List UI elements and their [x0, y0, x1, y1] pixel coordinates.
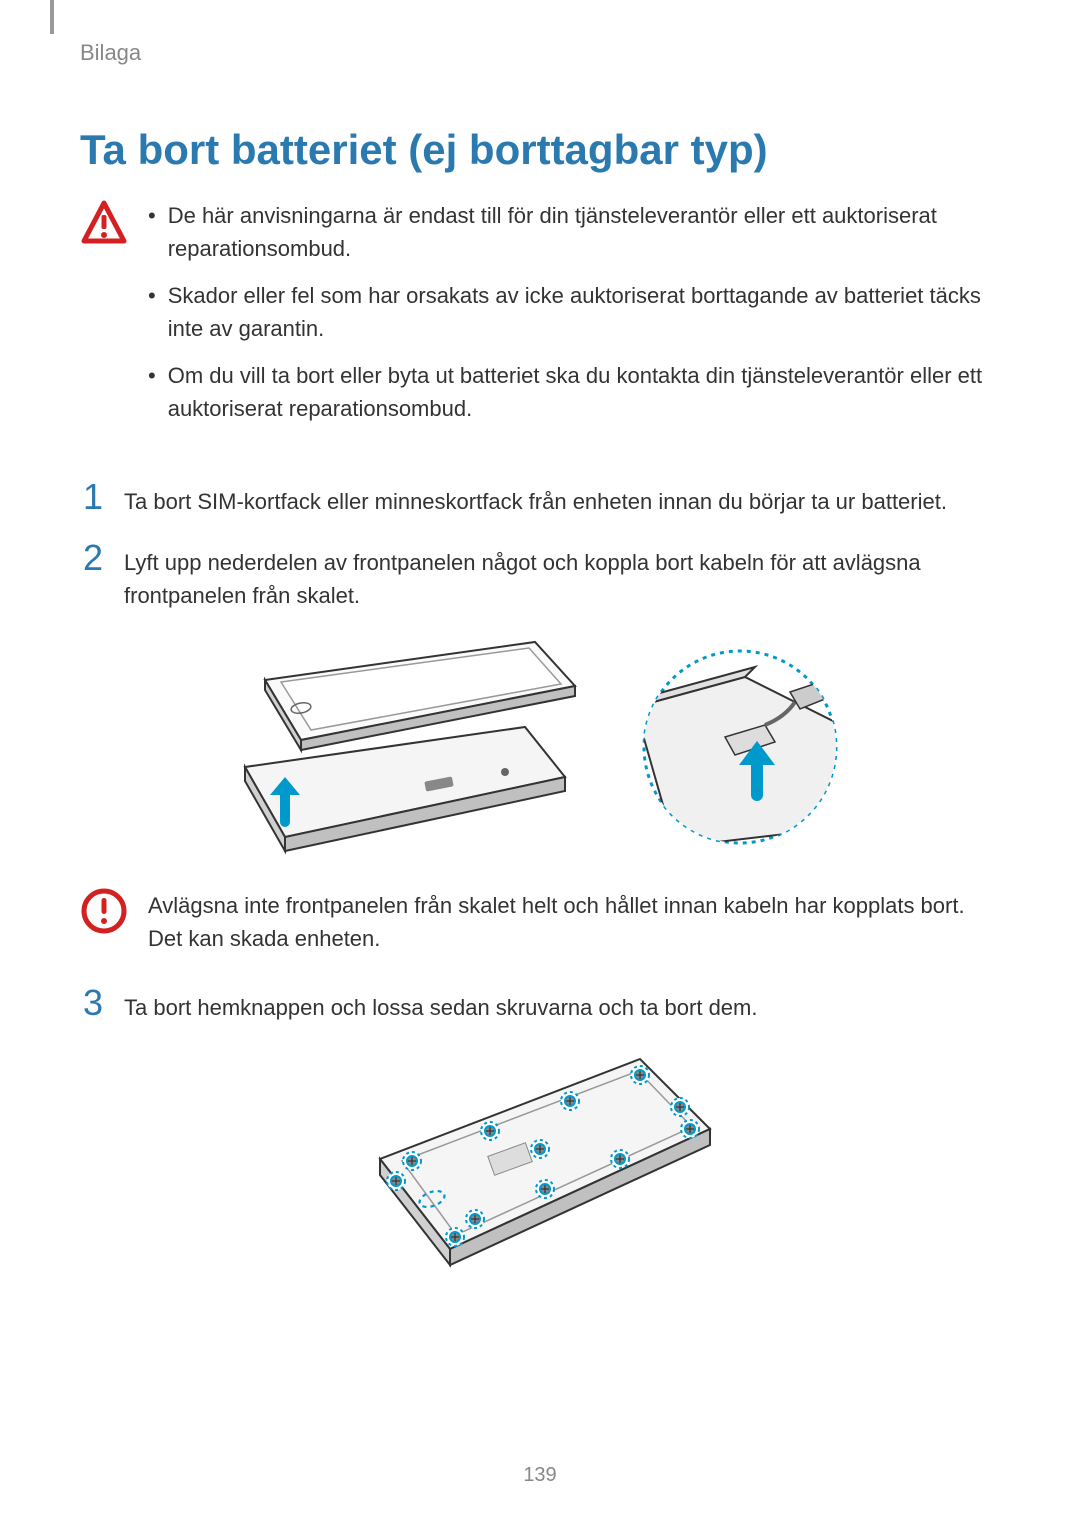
page-header: Bilaga: [80, 40, 1000, 66]
warning-bullet-text: Om du vill ta bort eller byta ut batteri…: [168, 359, 1000, 425]
step-item: 1 Ta bort SIM-kortfack eller minneskortf…: [80, 479, 1000, 518]
warning-callout: • De här anvisningarna är endast till fö…: [80, 199, 1000, 439]
warning-bullet-list: • De här anvisningarna är endast till fö…: [148, 199, 1000, 439]
warning-bullet-text: Skador eller fel som har orsakats av ick…: [168, 279, 1000, 345]
warning-bullet-item: • De här anvisningarna är endast till fö…: [148, 199, 1000, 265]
diagram-front-panel: [80, 637, 1000, 857]
step-text: Ta bort hemknappen och lossa sedan skruv…: [124, 985, 1000, 1024]
caution-circle-icon: [80, 887, 128, 935]
step-item: 3 Ta bort hemknappen och lossa sedan skr…: [80, 985, 1000, 1024]
cable-detail-illustration: [615, 647, 865, 847]
step-text: Lyft upp nederdelen av frontpanelen någo…: [124, 540, 1000, 612]
phone-screws-illustration: [340, 1049, 740, 1289]
caution-text: Avlägsna inte frontpanelen från skalet h…: [148, 887, 1000, 955]
page-title: Ta bort batteriet (ej borttagbar typ): [80, 126, 1000, 174]
tab-indicator: [50, 0, 54, 34]
step-number: 2: [80, 540, 106, 576]
step-item: 2 Lyft upp nederdelen av frontpanelen nå…: [80, 540, 1000, 612]
phone-lift-panel-illustration: [215, 637, 585, 857]
warning-triangle-icon: [80, 199, 128, 247]
section-label: Bilaga: [80, 40, 141, 66]
step-text: Ta bort SIM-kortfack eller minneskortfac…: [124, 479, 1000, 518]
step-number: 3: [80, 985, 106, 1021]
manual-page: Bilaga Ta bort batteriet (ej borttagbar …: [0, 0, 1080, 1527]
warning-bullet-item: • Om du vill ta bort eller byta ut batte…: [148, 359, 1000, 425]
page-number: 139: [0, 1464, 1080, 1487]
diagram-screws: [80, 1049, 1000, 1289]
warning-bullet-text: De här anvisningarna är endast till för …: [168, 199, 1000, 265]
bullet-marker: •: [148, 359, 156, 425]
bullet-marker: •: [148, 279, 156, 345]
step-number: 1: [80, 479, 106, 515]
warning-bullet-item: • Skador eller fel som har orsakats av i…: [148, 279, 1000, 345]
caution-callout: Avlägsna inte frontpanelen från skalet h…: [80, 887, 1000, 955]
bullet-marker: •: [148, 199, 156, 265]
